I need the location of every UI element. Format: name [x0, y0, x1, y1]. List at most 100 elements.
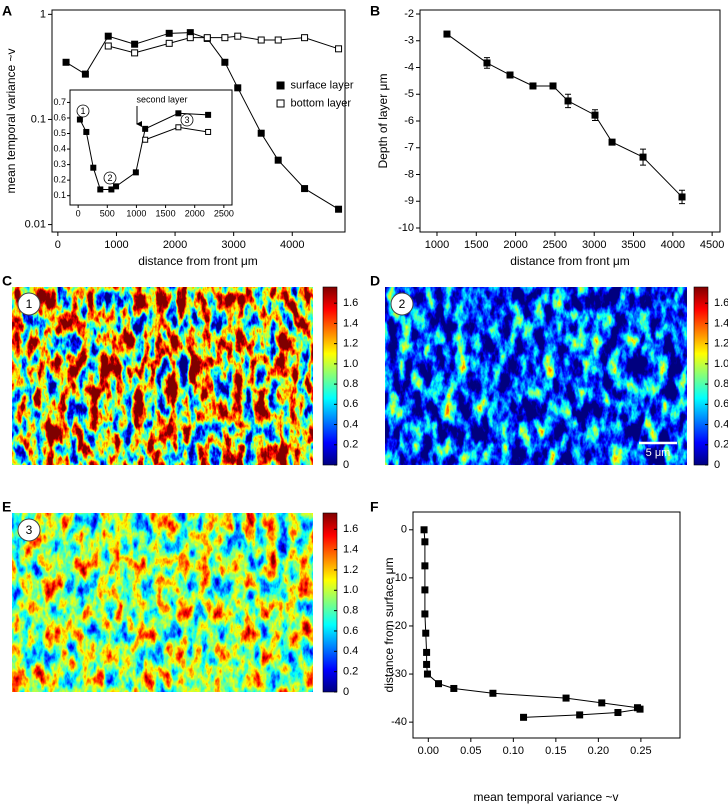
- x-tick-label: 0.05: [460, 745, 481, 757]
- y-tick-label: -10: [398, 222, 414, 234]
- marker: [274, 156, 282, 164]
- colorbar-tick-label: 1.0: [343, 584, 358, 596]
- heatmap-image: [12, 287, 313, 465]
- marker: [506, 71, 514, 79]
- colorbar-tick-label: 0.2: [343, 666, 358, 678]
- marker: [678, 193, 686, 201]
- y-tick-label: -10: [391, 572, 407, 584]
- annotation: second layer: [136, 94, 187, 104]
- y-axis-title: Depth of layer μm: [376, 74, 390, 169]
- colorbar-tick-label: 1.2: [343, 338, 358, 350]
- colorbar-tick-label: 1.0: [343, 358, 358, 370]
- colorbar-tick-label: 1.0: [714, 358, 728, 370]
- plot-frame: [69, 89, 233, 206]
- x-tick-label: 1500: [156, 208, 176, 218]
- marker: [591, 111, 599, 119]
- marker: [608, 138, 616, 146]
- marker: [142, 136, 149, 143]
- marker: [562, 694, 570, 702]
- x-tick-label: 0.15: [545, 745, 566, 757]
- colorbar-tick-label: 0: [714, 459, 720, 471]
- marker: [175, 124, 182, 131]
- legend-marker: [276, 99, 285, 108]
- panel-letter: F: [370, 499, 379, 515]
- panel-letter: D: [370, 273, 380, 289]
- marker: [132, 169, 139, 176]
- panel-letter: B: [370, 3, 380, 19]
- marker: [636, 705, 644, 713]
- marker: [205, 111, 212, 118]
- plot-frame: [419, 9, 721, 233]
- marker: [435, 680, 443, 688]
- y-tick-label: 0.01: [25, 218, 46, 230]
- series-line: [446, 33, 683, 198]
- x-tick-label: 0: [76, 208, 81, 218]
- plot-frame: [51, 9, 346, 233]
- colorbar-tick-label: 0: [343, 459, 349, 471]
- colorbar-tick-label: 0.6: [343, 398, 358, 410]
- colorbar-tick-label: 0.6: [343, 625, 358, 637]
- y-axis-title: distance from surface μm: [382, 558, 396, 693]
- x-tick-label: 3000: [582, 239, 606, 251]
- y-axis-title: mean temporal variance ~v: [4, 48, 18, 193]
- marker: [142, 125, 149, 132]
- marker: [443, 30, 451, 38]
- marker: [422, 629, 430, 637]
- image-label-circle: [390, 292, 414, 316]
- marker: [104, 42, 112, 50]
- marker: [549, 82, 557, 90]
- marker: [165, 29, 173, 37]
- marker: [598, 699, 606, 707]
- marker: [131, 40, 139, 48]
- colorbar-tick-label: 0.8: [343, 378, 358, 390]
- marker: [205, 128, 212, 135]
- x-tick-label: 3000: [221, 239, 245, 251]
- x-tick-label: 4500: [700, 239, 724, 251]
- colorbar-tick-label: 1.4: [343, 544, 358, 556]
- marker: [175, 110, 182, 117]
- colorbar-tick-label: 1.6: [343, 297, 358, 309]
- colorbar-tick-label: 1.4: [714, 317, 728, 329]
- marker: [165, 39, 173, 47]
- y-tick-label: -2: [404, 8, 414, 20]
- marker: [639, 153, 647, 161]
- marker: [62, 58, 70, 66]
- marker: [335, 205, 343, 213]
- y-tick-label: -40: [391, 716, 407, 728]
- panel-letter: E: [2, 499, 11, 515]
- y-tick-label: 0.1: [53, 190, 66, 200]
- annotation-circle: [103, 171, 117, 185]
- marker: [221, 58, 229, 66]
- x-tick-label: 4000: [661, 239, 685, 251]
- annotation: 3: [184, 115, 189, 125]
- image-label: 2: [399, 297, 406, 311]
- x-tick-label: 1500: [464, 239, 488, 251]
- annotation: 1: [80, 106, 85, 116]
- marker: [614, 709, 622, 717]
- x-tick-label: 1000: [425, 239, 449, 251]
- scale-bar-label: 5 μm: [646, 447, 671, 459]
- colorbar: [322, 512, 338, 693]
- y-tick-label: -7: [404, 142, 414, 154]
- x-tick-label: 2000: [163, 239, 187, 251]
- colorbar-tick-label: 0: [343, 686, 349, 698]
- marker: [423, 648, 431, 656]
- y-tick-label: -4: [404, 61, 414, 73]
- marker: [301, 185, 309, 193]
- annotation-circle: [76, 104, 90, 118]
- marker: [81, 70, 89, 78]
- marker: [421, 586, 429, 594]
- y-tick-label: 0.2: [53, 175, 66, 185]
- marker: [450, 684, 458, 692]
- colorbar-tick-label: 0.4: [343, 645, 358, 657]
- y-tick-label: 0.3: [53, 159, 66, 169]
- heatmap-image: [12, 513, 313, 692]
- x-tick-label: 0.00: [418, 745, 439, 757]
- colorbar-tick-label: 0.8: [714, 378, 728, 390]
- annotation: 2: [107, 173, 112, 183]
- marker: [186, 34, 194, 42]
- y-tick-label: 0: [401, 524, 407, 536]
- marker: [564, 97, 572, 105]
